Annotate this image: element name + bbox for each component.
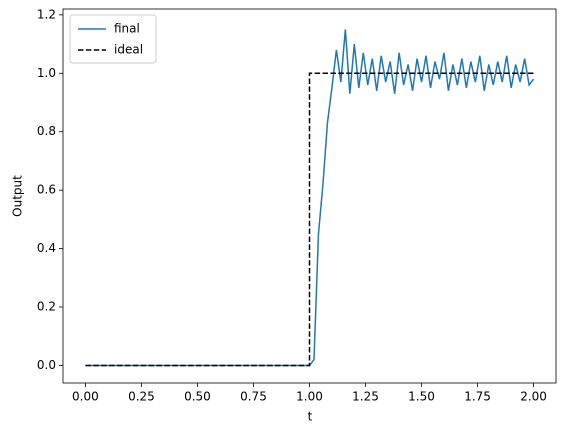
y-axis-label: Output: [11, 175, 25, 217]
x-tick-label: 1.00: [296, 390, 323, 404]
y-tick-label: 0.4: [37, 241, 56, 255]
x-axis-label: t: [308, 410, 313, 424]
legend-label: ideal: [114, 43, 143, 57]
x-tick-label: 0.00: [72, 390, 99, 404]
x-tick-label: 1.75: [464, 390, 491, 404]
x-tick-label: 1.25: [352, 390, 379, 404]
x-tick-label: 0.50: [184, 390, 211, 404]
y-tick-label: 0.2: [37, 300, 56, 314]
x-tick-label: 0.75: [240, 390, 267, 404]
legend-label: final: [114, 22, 140, 36]
legend-box: [69, 14, 157, 64]
x-tick-label: 1.50: [408, 390, 435, 404]
y-tick-label: 1.0: [37, 66, 56, 80]
x-tick-label: 0.25: [128, 390, 155, 404]
y-tick-label: 0.0: [37, 358, 56, 372]
y-tick-label: 1.2: [37, 7, 56, 21]
line-series: [85, 72, 534, 367]
x-tick-label: 2.00: [520, 390, 547, 404]
y-tick-label: 0.6: [37, 183, 56, 197]
y-tick-label: 0.8: [37, 124, 56, 138]
